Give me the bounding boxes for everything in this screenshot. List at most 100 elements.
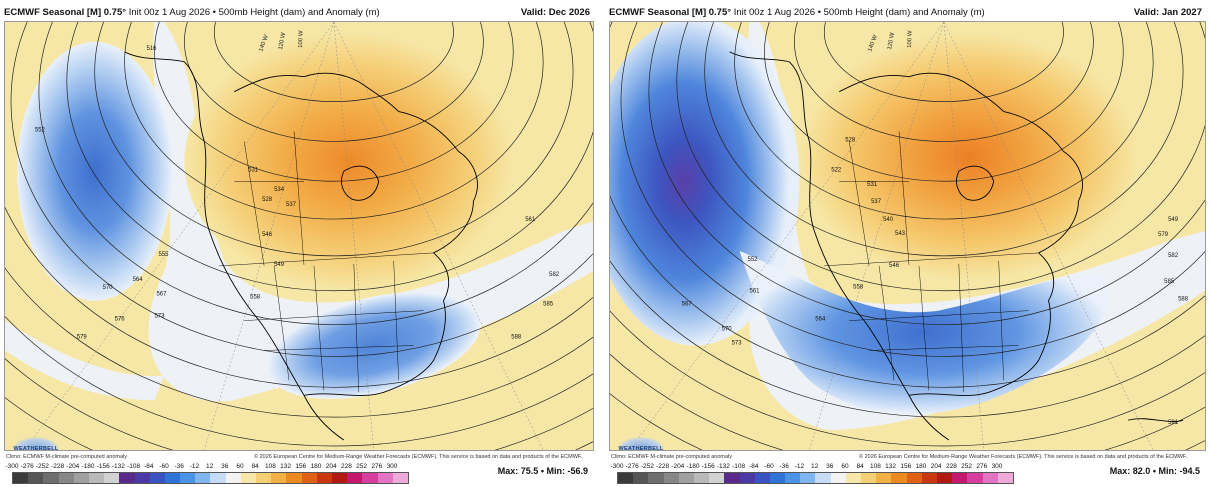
min-value: Min: -56.9 bbox=[546, 466, 588, 476]
max-value: Max: 75.5 bbox=[497, 466, 539, 476]
colorbar bbox=[12, 472, 409, 484]
neutral-band-west bbox=[5, 320, 165, 401]
colorbar-swatch bbox=[164, 473, 181, 483]
colorbar-swatch bbox=[709, 473, 725, 483]
graticule bbox=[24, 22, 544, 450]
colorbar-swatch bbox=[997, 473, 1013, 483]
colorbar-tick-label: 300 bbox=[386, 463, 398, 470]
colorbar-swatch bbox=[876, 473, 892, 483]
credit-line: Climo: ECMWF M-climate pre-computed anom… bbox=[611, 451, 1204, 463]
panel-header: ECMWF Seasonal [M] 0.75° Init 00z 1 Aug … bbox=[609, 4, 1206, 21]
longitude-label: 100 W bbox=[907, 30, 914, 48]
colorbar-tick-label: 132 bbox=[280, 463, 292, 470]
colorbar-swatch bbox=[693, 473, 710, 483]
colorbar-tick-label: -60 bbox=[159, 463, 169, 470]
colorbar-swatch bbox=[982, 473, 998, 483]
colorbar-tick-label: -12 bbox=[189, 463, 200, 470]
colorbar-tick-label: 12 bbox=[810, 463, 819, 470]
colorbar-tick-label: -108 bbox=[732, 463, 746, 470]
colorbar-swatch bbox=[633, 473, 649, 483]
contour-label: 588 bbox=[1178, 297, 1189, 303]
colorbar-swatch bbox=[815, 473, 831, 483]
contour-label: 567 bbox=[682, 302, 693, 308]
positive-anomaly-canada bbox=[799, 31, 1139, 281]
panel-subtitle: Init 00z 1 Aug 2026 • 500mb Height (dam)… bbox=[733, 7, 985, 18]
colorbar-swatch bbox=[316, 473, 332, 483]
longitude-label: 100 W bbox=[298, 30, 305, 48]
anomaly-map: 522 528 531 537 540 543 546 549 552 558 … bbox=[609, 21, 1206, 451]
contour-label: 561 bbox=[525, 217, 536, 223]
colorbar-swatch bbox=[936, 473, 953, 483]
colorbar-tick-label: 156 bbox=[295, 463, 307, 470]
colorbar-tick-label: 60 bbox=[841, 463, 849, 470]
contour-label: 531 bbox=[867, 182, 878, 188]
colorbar-tick-label: -180 bbox=[81, 463, 95, 470]
contour-label: 570 bbox=[722, 327, 733, 333]
colorbar-swatch bbox=[271, 473, 287, 483]
longitude-label-layer: 140 W 120 W 100 W bbox=[258, 30, 304, 52]
colorbar-tick-label: 204 bbox=[930, 463, 942, 470]
panel-title: ECMWF Seasonal [M] 0.75° bbox=[4, 7, 127, 18]
longitude-label: 140 W bbox=[867, 34, 879, 53]
map-panel-jan-2027: ECMWF Seasonal [M] 0.75° Init 00z 1 Aug … bbox=[609, 4, 1206, 484]
colorbar-tick-label: -84 bbox=[144, 463, 154, 470]
contour-label: 552 bbox=[35, 127, 46, 133]
valid-date: Valid: Jan 2027 bbox=[1133, 7, 1202, 18]
colorbar-tick-label: 12 bbox=[205, 463, 214, 470]
colorbar-tick-label: 36 bbox=[221, 463, 229, 470]
contour-label: 585 bbox=[543, 302, 554, 308]
contour-label: 522 bbox=[831, 167, 842, 173]
contour-label: 585 bbox=[1164, 279, 1175, 285]
colorbar-swatch bbox=[663, 473, 679, 483]
colorbar-swatch bbox=[58, 473, 74, 483]
colorbar-swatch bbox=[195, 473, 211, 483]
contour-label: 528 bbox=[262, 197, 273, 203]
colorbar-swatch bbox=[377, 473, 393, 483]
anomaly-map: 516 528 531 534 537 546 549 552 555 558 … bbox=[4, 21, 594, 451]
colorbar-swatch bbox=[921, 473, 937, 483]
colorbar-swatch bbox=[724, 473, 740, 483]
colorbar-tick-label: 108 bbox=[869, 463, 881, 470]
contour-label: 582 bbox=[549, 272, 560, 278]
panel-header: ECMWF Seasonal [M] 0.75° Init 00z 1 Aug … bbox=[4, 4, 594, 21]
map-panel-dec-2026: ECMWF Seasonal [M] 0.75° Init 00z 1 Aug … bbox=[4, 4, 594, 484]
max-value: Max: 82.0 bbox=[1109, 466, 1151, 476]
colorbar-swatch bbox=[347, 473, 363, 483]
contour-label: 561 bbox=[750, 289, 761, 295]
colorbar-tick-label: 252 bbox=[356, 463, 368, 470]
colorbar-swatch bbox=[952, 473, 968, 483]
colorbar-swatch bbox=[301, 473, 317, 483]
weatherbell-logo: WEATHERBELL bbox=[618, 437, 664, 450]
map-svg: 522 528 531 537 540 543 546 549 552 558 … bbox=[610, 22, 1205, 450]
colorbar-tick-label: 228 bbox=[945, 463, 957, 470]
colorbar-swatch bbox=[891, 473, 907, 483]
height-contours bbox=[5, 22, 593, 450]
colorbar-tick-label: 60 bbox=[236, 463, 244, 470]
min-value: Min: -94.5 bbox=[1158, 466, 1200, 476]
valid-date: Valid: Dec 2026 bbox=[520, 7, 590, 18]
colorbar-swatch bbox=[286, 473, 302, 483]
contour-label: 555 bbox=[158, 252, 169, 258]
colorbar-swatch bbox=[362, 473, 378, 483]
colorbar-swatch bbox=[906, 473, 922, 483]
colorbar-tick-label: 36 bbox=[826, 463, 834, 470]
borders bbox=[219, 131, 434, 393]
colorbar-swatch bbox=[104, 473, 120, 483]
colorbar bbox=[617, 472, 1014, 484]
neutral-band bbox=[148, 22, 593, 402]
contour-label: 576 bbox=[115, 317, 126, 323]
max-min-stats: Max: 75.5 • Min: -56.9 bbox=[497, 466, 588, 476]
colorbar-swatch bbox=[240, 473, 256, 483]
colorbar-swatch bbox=[648, 473, 664, 483]
copyright-note: © 2026 European Centre for Medium-Range … bbox=[254, 454, 583, 460]
colorbar-swatch bbox=[225, 473, 241, 483]
colorbar-swatch bbox=[967, 473, 983, 483]
negative-anomaly-us-east bbox=[266, 292, 481, 399]
graticule bbox=[629, 22, 1154, 450]
colorbar-swatch bbox=[800, 473, 816, 483]
colorbar-tick-label: -228 bbox=[656, 463, 670, 470]
colorbar-tick-label: -180 bbox=[686, 463, 700, 470]
map-svg: 516 528 531 534 537 546 549 552 555 558 … bbox=[5, 22, 593, 450]
longitude-label: 120 W bbox=[887, 32, 896, 50]
colorbar-tick-label: -12 bbox=[794, 463, 805, 470]
